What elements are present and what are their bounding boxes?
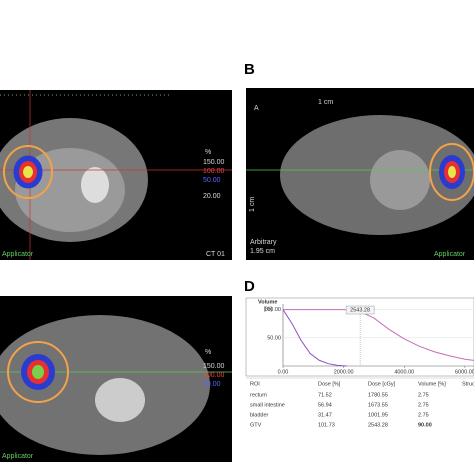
table-header: ROI [250,381,260,387]
y-tick-label: 100.00 [264,307,281,313]
isodose-level: 150.00 [203,159,225,166]
isodose [3,145,53,199]
isodose-level: 50.00 [203,381,221,388]
panel-b: A 1 cm 1 cm Arbitrary 1.95 cm Applicator [246,88,474,260]
table-header: Volume [%] [418,381,446,387]
table-cell: GTV [250,422,262,428]
projection: Arbitrary [250,239,277,246]
table-cell: 1780.55 [368,392,388,398]
table-cell: 90.00 [418,422,432,428]
table-cell: 1001.95 [368,412,388,418]
bone [95,378,145,422]
series-label: CT 01 [206,251,225,258]
isodose [7,341,69,403]
bone [81,167,109,203]
panel-label: B [244,61,255,78]
panel-a: % 150.00 100.00 50.00 20.00 Applicator C… [0,90,232,260]
applicator-label: Applicator [434,251,466,258]
scale-label: 1 cm [318,99,333,106]
x-tick-label: 6000.00 [455,369,474,375]
dvh-curve [283,309,474,361]
vertical-scale: 1 cm [249,197,256,212]
x-tick-label: 2000.00 [334,369,354,375]
isodose-level: 150.00 [203,363,225,370]
isodose-level: 100.00 [203,372,225,379]
table-cell: 1673.55 [368,402,388,408]
table-cell: 2.75 [418,392,429,398]
y-axis-label: Volume [258,299,277,305]
x-tick-label: 0.00 [278,369,289,375]
dvh-curve [282,309,347,367]
applicator-label: Applicator [2,453,34,460]
isodose-level: 20.00 [203,193,221,200]
table-cell: 101.73 [318,422,335,428]
applicator-label: Applicator [2,251,34,258]
thickness: 1.95 cm [250,248,275,255]
table-cell: rectum [250,392,267,398]
y-tick-label: 50.00 [267,335,281,341]
isodose [23,166,33,178]
x-tick-label: 4000.00 [394,369,414,375]
table-cell: 2543.28 [368,422,388,428]
isodose [448,166,456,178]
table-cell: 31.47 [318,412,332,418]
panel-d: Volume [%] 50.00 100.00 0.00 2000.00 4000.00… [245,297,474,377]
table-cell: 56.94 [318,402,332,408]
orientation: A [254,105,259,112]
tissue [370,150,430,210]
isodose-unit: % [205,149,211,156]
dvh-table: ROI Dose [%] Dose [cGy] Volume [%] Struct rec… [250,381,474,428]
table-cell: 2.75 [418,412,429,418]
table-cell: 2.75 [418,402,429,408]
table-header: Struct [462,381,474,387]
isodose-unit: % [205,349,211,356]
table-header: Dose [cGy] [368,381,396,387]
table-cell: 71.52 [318,392,332,398]
table-header: Dose [%] [318,381,341,387]
marker-label: 2543.28 [350,307,370,313]
isodose-level: 50.00 [203,177,221,184]
table-cell: bladder [250,412,269,418]
panel-label: D [244,278,255,295]
panel-c: % 150.00 100.00 50.00 Applicator [0,296,232,462]
isodose [429,143,474,201]
marker-box [345,305,375,315]
table-cell: small intestine [250,402,285,408]
y-axis-unit: [%] [264,306,272,312]
isodose-level: 100.00 [203,168,225,175]
isodose [32,365,44,379]
